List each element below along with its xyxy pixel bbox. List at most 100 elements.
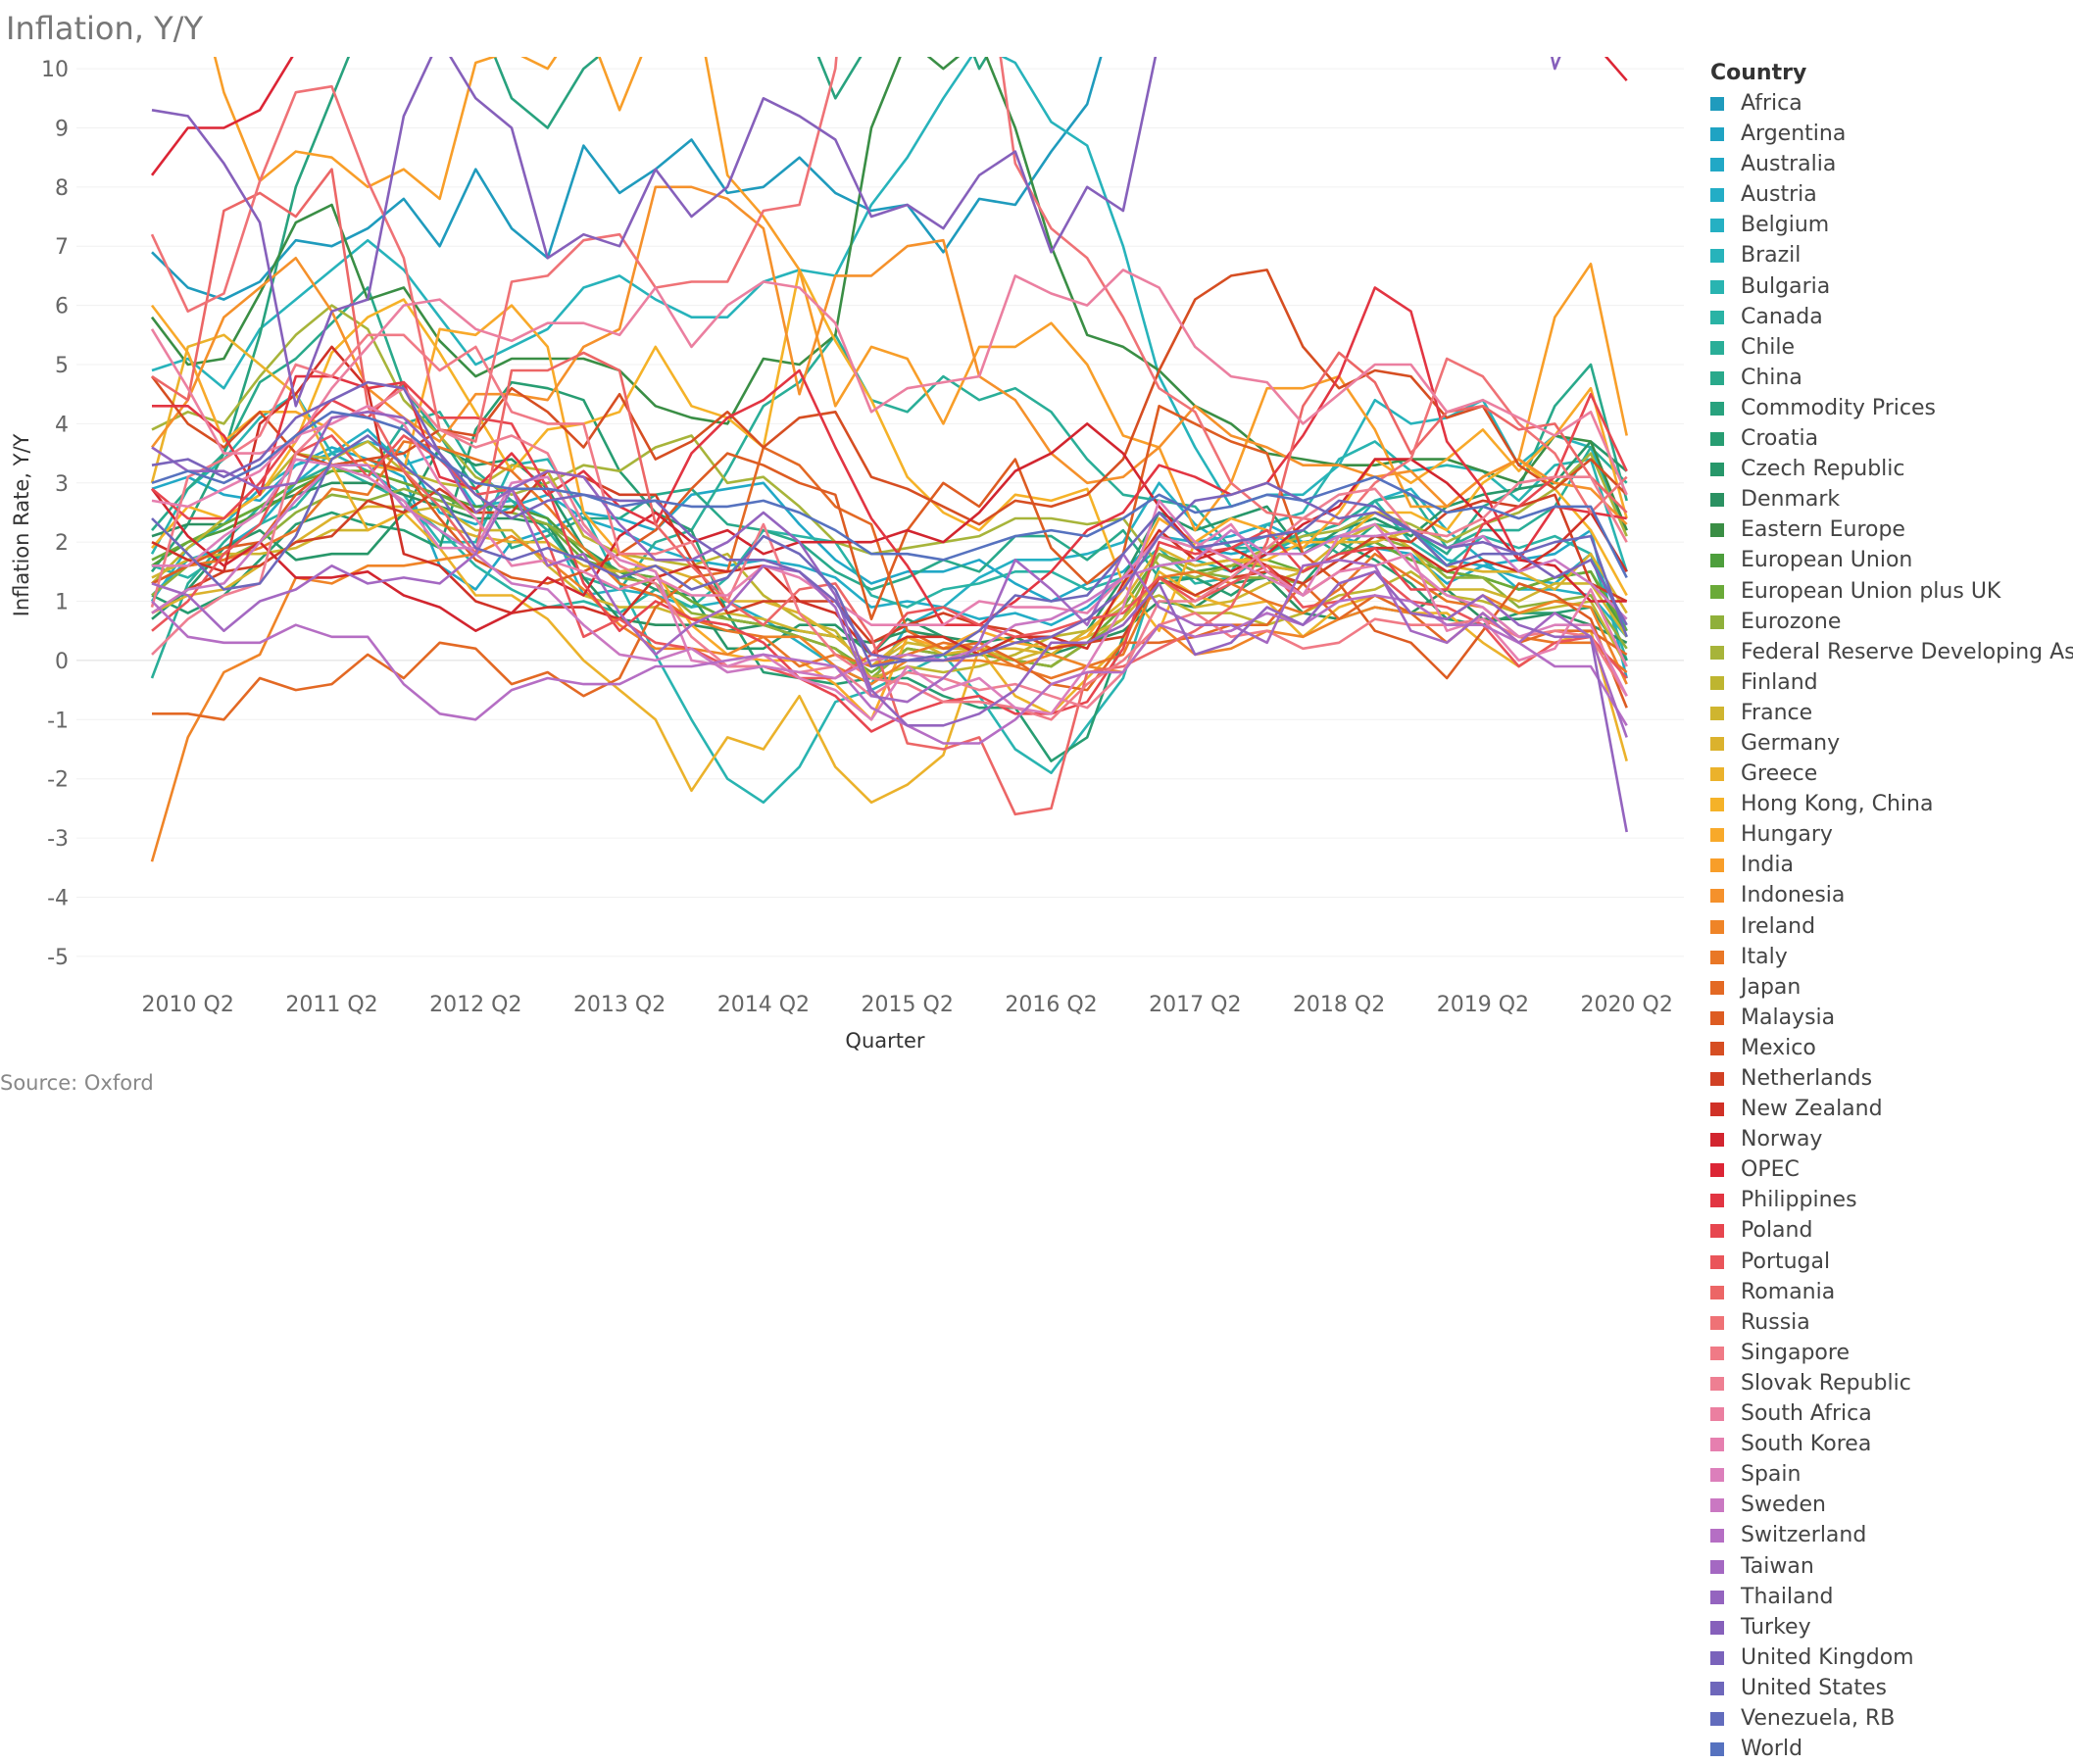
legend-item[interactable]: Portugal [1710,1247,2073,1277]
legend-item[interactable]: Eastern Europe [1710,514,2073,545]
legend-item[interactable]: Norway [1710,1124,2073,1154]
legend-swatch [1710,1163,1724,1178]
legend-item[interactable]: Argentina [1710,119,2073,149]
legend-item[interactable]: Belgium [1710,210,2073,240]
series-line-philippines [152,286,1627,627]
legend-item[interactable]: Italy [1710,942,2073,972]
legend-item[interactable]: Canada [1710,302,2073,332]
series-line-south-africa [150,269,1628,496]
legend-item[interactable]: Croatia [1710,423,2073,454]
legend-item[interactable]: Hong Kong, China [1710,789,2073,819]
legend-item[interactable]: China [1710,363,2073,393]
legend-item[interactable]: New Zealand [1710,1094,2073,1124]
legend-item[interactable]: South Africa [1710,1398,2073,1429]
x-tick-label: 2015 Q2 [862,993,954,1017]
legend-item[interactable]: OPEC [1710,1154,2073,1185]
legend-swatch [1710,1711,1724,1726]
legend-item[interactable]: Turkey [1710,1612,2073,1642]
legend-item[interactable]: Commodity Prices [1710,393,2073,423]
legend-swatch [1710,158,1724,172]
gridlines [76,68,1684,957]
legend-item[interactable]: Malaysia [1710,1003,2073,1033]
legend-item[interactable]: Czech Republic [1710,454,2073,484]
legend-item[interactable]: Mexico [1710,1033,2073,1063]
legend-item[interactable]: Federal Reserve Developing Asia [1710,637,2073,667]
legend-item[interactable]: Chile [1710,332,2073,363]
legend-item[interactable]: Switzerland [1710,1520,2073,1550]
legend-item[interactable]: Australia [1710,149,2073,179]
legend-item[interactable]: Romania [1710,1277,2073,1307]
legend-item[interactable]: South Korea [1710,1429,2073,1459]
legend-item[interactable]: Hungary [1710,819,2073,850]
legend-item[interactable]: European Union plus UK [1710,576,2073,607]
legend-item[interactable]: Eurozone [1710,607,2073,637]
legend-swatch [1710,1590,1724,1604]
legend-label: Eurozone [1741,609,1842,634]
legend-item[interactable]: United States [1710,1673,2073,1703]
legend-item[interactable]: World [1710,1734,2073,1764]
legend-swatch [1710,828,1724,843]
legend-item[interactable]: France [1710,698,2073,728]
legend-item[interactable]: Germany [1710,728,2073,759]
x-axis: 2010 Q2 2011 Q2 2012 Q2 2013 Q2 2014 Q2 2015 … [142,993,1673,1017]
legend-label: Canada [1741,304,1823,329]
legend-swatch [1710,127,1724,142]
legend-item[interactable]: Slovak Republic [1710,1368,2073,1398]
legend-label: Switzerland [1741,1523,1867,1548]
y-tick-label: -5 [47,946,69,970]
legend-swatch [1710,1285,1724,1299]
legend-label: Sweden [1741,1493,1826,1518]
legend-label: Commodity Prices [1741,395,1936,420]
legend-item[interactable]: Venezuela, RB [1710,1703,2073,1734]
legend-item[interactable]: Thailand [1710,1582,2073,1612]
series-line-brazil [151,57,1628,531]
legend-label: France [1741,700,1813,725]
legend-label: Philippines [1741,1188,1857,1213]
legend-item[interactable]: Greece [1710,759,2073,789]
chart-title: Inflation, Y/Y [6,10,203,47]
legend-item[interactable]: Denmark [1710,484,2073,514]
legend-item[interactable]: Indonesia [1710,880,2073,910]
series-line-malaysia [151,404,1628,709]
x-tick-label: 2017 Q2 [1149,993,1241,1017]
legend-item[interactable]: Taiwan [1710,1551,2073,1582]
legend-swatch [1710,1529,1724,1544]
legend-swatch [1710,584,1724,599]
legend: Country Africa Argentina Australia Austria B… [1710,59,2073,1764]
legend-item[interactable]: United Kingdom [1710,1642,2073,1673]
legend-item[interactable]: Ireland [1710,911,2073,942]
legend-label: Czech Republic [1741,457,1905,482]
legend-label: Africa [1741,91,1802,116]
legend-label: Eastern Europe [1741,517,1905,543]
legend-items: Africa Argentina Australia Austria Belgium Br… [1710,88,2073,1764]
series-line-south-korea [151,404,1628,667]
legend-item[interactable]: Bulgaria [1710,271,2073,302]
series-line-united-states [151,434,1628,668]
legend-label: Argentina [1741,122,1847,147]
legend-item[interactable]: Russia [1710,1307,2073,1338]
legend-item[interactable]: India [1710,850,2073,880]
legend-item[interactable]: Austria [1710,179,2073,210]
series-line-ireland [150,534,1628,862]
legend-item[interactable]: Finland [1710,667,2073,698]
legend-item[interactable]: Brazil [1710,240,2073,270]
legend-item[interactable]: Poland [1710,1215,2073,1246]
legend-swatch [1710,1072,1724,1086]
legend-item[interactable]: European Union [1710,545,2073,575]
legend-swatch [1710,1133,1724,1148]
legend-item[interactable]: Philippines [1710,1185,2073,1215]
legend-swatch [1710,279,1724,294]
legend-swatch [1710,736,1724,751]
legend-item[interactable]: Sweden [1710,1490,2073,1520]
legend-item[interactable]: Japan [1710,972,2073,1003]
legend-item[interactable]: Singapore [1710,1338,2073,1368]
legend-item[interactable]: Spain [1710,1459,2073,1490]
legend-item[interactable]: Netherlands [1710,1063,2073,1094]
series-line-new-zealand [151,345,1628,657]
legend-item[interactable]: Africa [1710,88,2073,119]
y-tick-label: 10 [41,58,69,82]
legend-swatch [1710,401,1724,416]
legend-swatch [1710,889,1724,904]
